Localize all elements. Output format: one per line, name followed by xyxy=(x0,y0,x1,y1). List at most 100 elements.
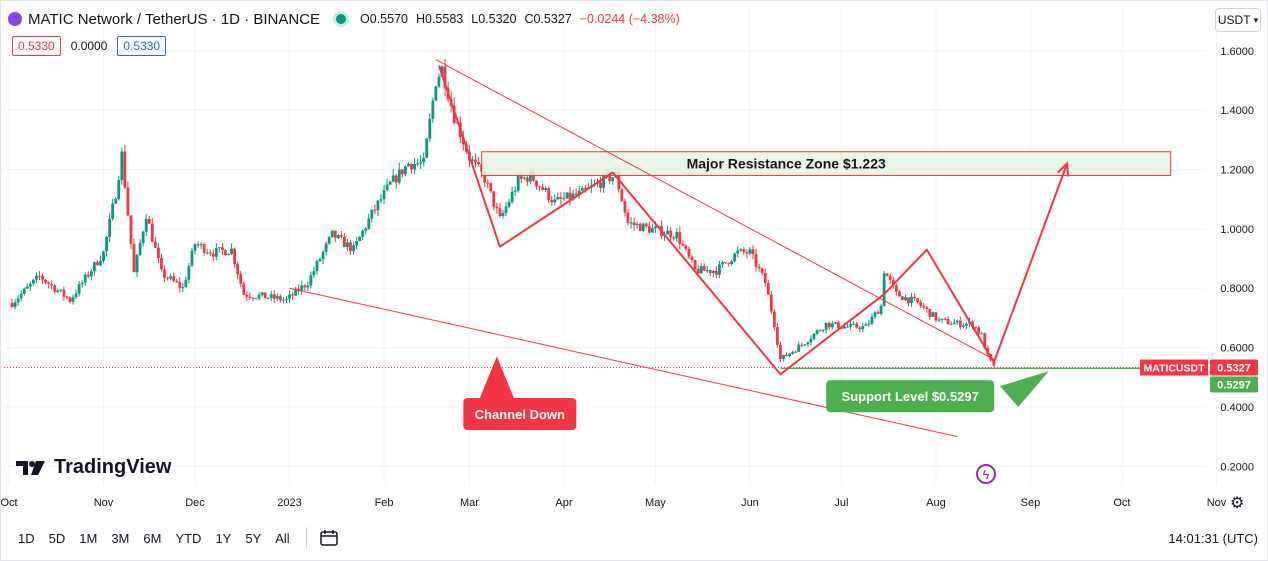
candle-body xyxy=(940,318,944,320)
candle-body xyxy=(477,161,480,165)
range-5y[interactable]: 5Y xyxy=(245,530,262,546)
candle-body xyxy=(239,274,243,284)
candle-body xyxy=(836,322,840,329)
candle-body xyxy=(721,262,724,265)
tradingview-logo[interactable]: TradingView xyxy=(16,456,171,479)
candle-body xyxy=(638,223,642,232)
candle-body xyxy=(897,291,901,297)
candle-body xyxy=(800,344,804,346)
candle-body xyxy=(830,323,834,328)
utc-clock[interactable]: 14:01:31 (UTC) xyxy=(1168,530,1258,546)
candle-body xyxy=(434,86,438,101)
candle-body xyxy=(358,236,362,241)
candle-body xyxy=(443,66,447,89)
range-all[interactable]: All xyxy=(275,530,290,546)
candle-body xyxy=(38,275,41,277)
candle-body xyxy=(105,236,108,252)
candle-body xyxy=(400,169,404,175)
candle-body xyxy=(129,215,133,244)
range-1d[interactable]: 1D xyxy=(18,530,35,546)
currency-select[interactable]: USDT ▾ xyxy=(1215,8,1261,32)
candle-body xyxy=(602,174,605,188)
x-tick-label: Jul xyxy=(834,497,848,509)
candle-body xyxy=(193,244,197,251)
range-6m[interactable]: 6M xyxy=(143,530,162,546)
candle-body xyxy=(416,163,419,165)
candle-body xyxy=(452,105,456,124)
candle-body xyxy=(166,277,169,279)
candle-body xyxy=(562,198,566,200)
candle-body xyxy=(556,197,560,200)
range-5d[interactable]: 5D xyxy=(48,530,66,546)
candle-body xyxy=(980,333,984,335)
candle-body xyxy=(949,324,953,326)
candle-body xyxy=(291,294,294,296)
candle-body xyxy=(120,151,124,181)
currency-label: USDT xyxy=(1217,13,1251,27)
range-ytd[interactable]: YTD xyxy=(175,530,202,546)
candle-body xyxy=(138,243,142,255)
y-tick-label: 0.2000 xyxy=(1220,461,1254,473)
candle-body xyxy=(135,254,139,273)
candle-body xyxy=(538,186,541,188)
candle-body xyxy=(437,76,441,87)
candle-body xyxy=(254,298,258,300)
high-value: H0.5583 xyxy=(415,12,464,26)
candle-body xyxy=(513,190,517,192)
candle-body xyxy=(364,228,368,231)
candle-body xyxy=(321,251,325,260)
candle-body xyxy=(300,285,304,292)
symbol-title[interactable]: MATIC Network / TetherUS · 1D · BINANCE xyxy=(28,10,321,28)
candle-body xyxy=(696,268,700,274)
toolbar-divider xyxy=(305,527,307,549)
candle-body xyxy=(678,232,682,245)
candle-body xyxy=(647,226,651,233)
candle-body xyxy=(285,298,288,300)
x-axis: Oct Nov Dec 2023 Feb Mar Apr May Jun Jul Aug Sep Oct… xyxy=(0,497,1226,509)
candle-body xyxy=(818,330,822,332)
candle-body xyxy=(910,296,913,304)
range-1m[interactable]: 1M xyxy=(79,530,98,546)
candle-body xyxy=(114,198,118,204)
candle-body xyxy=(718,264,721,275)
gear-icon[interactable]: ⚙ xyxy=(1230,495,1245,512)
candle-body xyxy=(65,296,69,298)
candle-body xyxy=(894,285,898,292)
candle-body xyxy=(169,276,173,279)
candle-body xyxy=(102,251,105,261)
candle-body xyxy=(327,236,331,244)
candle-body xyxy=(315,261,319,271)
range-3m[interactable]: 3M xyxy=(111,530,130,546)
candle-body xyxy=(330,230,334,237)
candle-body xyxy=(568,192,572,200)
candle-body xyxy=(150,223,154,242)
candle-body xyxy=(251,297,255,299)
candle-body xyxy=(748,249,752,254)
candle-body xyxy=(221,247,224,251)
channel-label-box xyxy=(463,398,577,431)
y-axis: 0.2000 0.4000 0.6000 0.8000 1.0000 1.2000 1.40… xyxy=(1220,46,1254,473)
x-tick-label: 2023 xyxy=(277,497,301,509)
candle-body xyxy=(25,286,29,289)
support-label-box xyxy=(826,380,995,413)
range-1y[interactable]: 1Y xyxy=(215,530,232,546)
candle-body xyxy=(922,305,926,308)
candle-body xyxy=(852,323,856,325)
candle-body xyxy=(16,298,20,303)
candle-body xyxy=(733,253,737,262)
candle-body xyxy=(782,354,785,360)
candle-body xyxy=(550,199,554,203)
candle-body xyxy=(471,159,474,161)
candle-body xyxy=(559,197,563,199)
candles xyxy=(10,58,996,367)
candle-body xyxy=(394,175,398,183)
bolt-icon[interactable]: ϟ xyxy=(976,464,996,484)
candle-body xyxy=(965,323,968,326)
symbol-tag-box xyxy=(1140,359,1208,376)
candle-body xyxy=(379,199,383,201)
candle-body xyxy=(635,223,639,226)
candle-body xyxy=(779,344,782,360)
calendar-range-icon[interactable] xyxy=(319,529,339,547)
candle-body xyxy=(937,319,941,321)
